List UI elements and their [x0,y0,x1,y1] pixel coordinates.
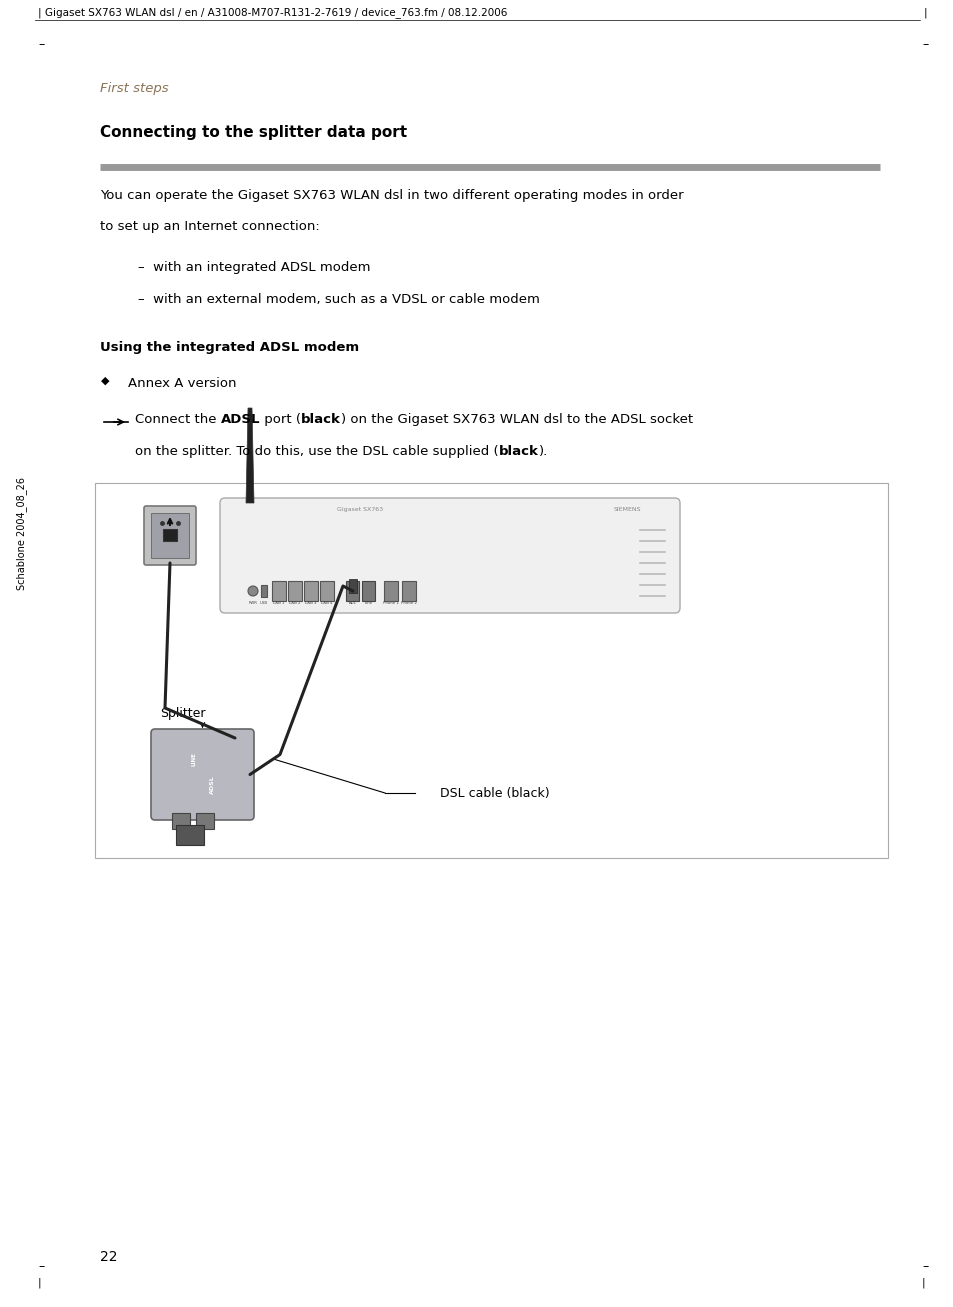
Bar [261,586,267,597]
Text: Schablone 2004_08_26: Schablone 2004_08_26 [16,477,28,589]
Text: LAN 3: LAN 3 [305,601,316,605]
Text: ADSL: ADSL [210,775,214,793]
FancyBboxPatch shape [172,813,190,829]
Text: to set up an Internet connection:: to set up an Internet connection: [100,220,319,233]
Text: Phone 2: Phone 2 [400,601,416,605]
Bar [163,529,177,541]
FancyBboxPatch shape [272,582,286,601]
Text: LAN 1: LAN 1 [273,601,284,605]
Text: Line: Line [364,601,373,605]
Text: | Gigaset SX763 WLAN dsl / en / A31008-M707-R131-2-7619 / device_763.fm / 08.12.: | Gigaset SX763 WLAN dsl / en / A31008-M… [38,8,507,18]
Text: SIEMENS: SIEMENS [613,507,640,512]
Text: LAN 4: LAN 4 [321,601,333,605]
Text: Gigaset SX763: Gigaset SX763 [336,507,383,512]
Text: LINE: LINE [192,753,196,766]
Text: –: – [921,1260,927,1273]
Text: First steps: First steps [100,82,169,95]
Text: –: – [38,1260,44,1273]
Text: Connecting to the splitter data port: Connecting to the splitter data port [100,125,407,140]
Text: ).: ). [537,444,547,457]
Text: ADSL: ADSL [220,413,260,426]
FancyBboxPatch shape [144,506,195,565]
Text: black: black [301,413,341,426]
FancyBboxPatch shape [304,582,317,601]
Text: |: | [38,1278,42,1289]
Text: ◆: ◆ [101,376,110,386]
Text: USB: USB [260,601,268,605]
Text: port (: port ( [260,413,301,426]
Text: Using the integrated ADSL modem: Using the integrated ADSL modem [100,341,358,354]
FancyBboxPatch shape [346,582,358,601]
Text: –  with an integrated ADSL modem: – with an integrated ADSL modem [138,261,370,274]
FancyBboxPatch shape [361,582,375,601]
FancyBboxPatch shape [195,813,213,829]
Text: Phone 1: Phone 1 [382,601,398,605]
Bar [349,579,356,593]
Text: PWR: PWR [249,601,257,605]
Text: DSL cable (black): DSL cable (black) [439,787,549,800]
FancyBboxPatch shape [95,484,887,857]
Polygon shape [246,408,253,503]
Text: |: | [923,8,926,18]
Text: –: – [38,38,44,51]
Text: –: – [921,38,927,51]
FancyBboxPatch shape [220,498,679,613]
FancyBboxPatch shape [384,582,397,601]
FancyBboxPatch shape [401,582,416,601]
Text: Splitter: Splitter [160,707,206,720]
Text: ) on the Gigaset SX763 WLAN dsl to the ADSL socket: ) on the Gigaset SX763 WLAN dsl to the A… [341,413,693,426]
Text: ADL: ADL [348,601,356,605]
Text: black: black [498,444,537,457]
Text: |: | [921,1278,924,1289]
FancyBboxPatch shape [151,729,253,819]
Text: 22: 22 [100,1249,117,1264]
FancyBboxPatch shape [288,582,302,601]
Text: on the splitter. To do this, use the DSL cable supplied (: on the splitter. To do this, use the DSL… [135,444,498,457]
Text: Connect the: Connect the [135,413,220,426]
Text: LAN 2: LAN 2 [289,601,300,605]
Text: Annex A version: Annex A version [128,376,236,389]
FancyBboxPatch shape [175,825,204,846]
FancyBboxPatch shape [319,582,334,601]
Text: You can operate the Gigaset SX763 WLAN dsl in two different operating modes in o: You can operate the Gigaset SX763 WLAN d… [100,190,683,203]
Text: –  with an external modem, such as a VDSL or cable modem: – with an external modem, such as a VDSL… [138,293,539,306]
Circle shape [248,586,257,596]
Bar [151,514,189,558]
